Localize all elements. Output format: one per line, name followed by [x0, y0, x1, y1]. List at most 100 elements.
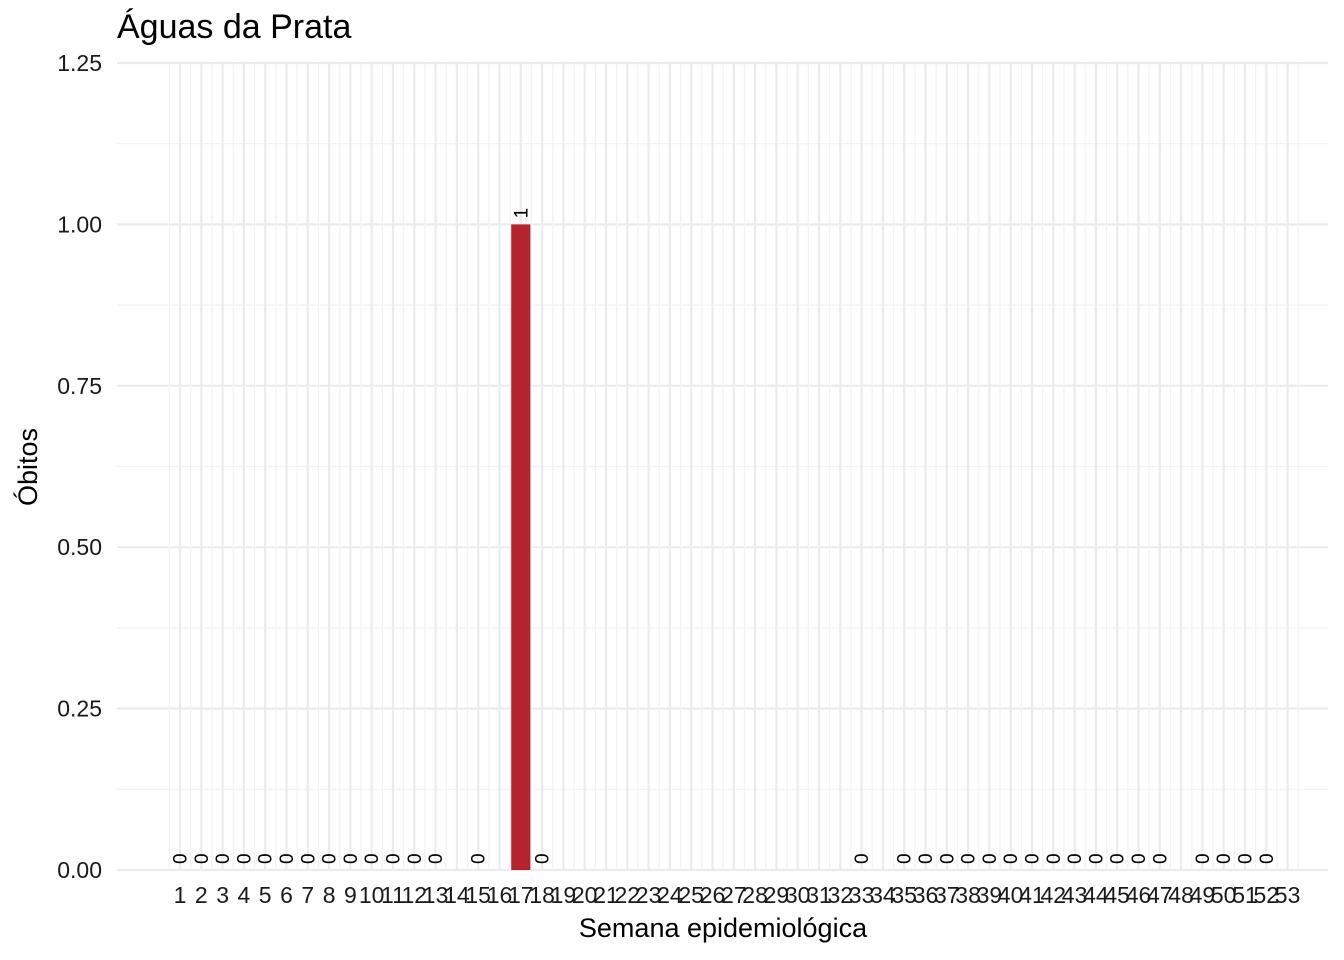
x-tick-label: 41 [1019, 882, 1045, 908]
x-tick-label: 30 [785, 882, 811, 908]
x-tick-label: 18 [529, 882, 555, 908]
data-label: 0 [234, 853, 255, 864]
bars [511, 224, 531, 870]
x-tick-label: 6 [280, 882, 293, 908]
y-tick-label: 1.00 [57, 211, 102, 237]
data-label: 0 [384, 853, 405, 864]
data-label: 0 [1257, 853, 1278, 864]
data-label: 0 [1150, 853, 1171, 864]
data-label: 0 [1214, 853, 1235, 864]
x-tick-label: 1 [174, 882, 187, 908]
x-tick-label: 38 [955, 882, 981, 908]
x-tick-label: 3 [216, 882, 229, 908]
x-tick-label: 20 [572, 882, 598, 908]
x-tick-label: 22 [615, 882, 641, 908]
x-tick-label: 26 [700, 882, 726, 908]
x-tick-label: 32 [828, 882, 854, 908]
data-label: 0 [1193, 853, 1214, 864]
x-tick-label: 25 [678, 882, 704, 908]
x-tick-label: 39 [977, 882, 1003, 908]
x-tick-label: 44 [1083, 882, 1109, 908]
x-tick-label: 27 [721, 882, 747, 908]
data-label: 0 [426, 853, 447, 864]
x-tick-label: 33 [849, 882, 875, 908]
bar [511, 224, 531, 870]
y-axis-ticks: 0.00 0.25 0.50 0.75 1.00 1.25 [57, 50, 102, 883]
x-tick-label: 46 [1126, 882, 1152, 908]
y-tick-label: 0.00 [57, 857, 102, 883]
x-tick-label: 52 [1254, 882, 1280, 908]
x-tick-label: 36 [913, 882, 939, 908]
x-tick-label: 40 [998, 882, 1024, 908]
y-tick-label: 0.75 [57, 373, 102, 399]
data-labels: 0 0 0 0 0 0 0 0 0 0 0 0 0 010 0 0 0 0 0 0 0 0 0 0 0 0 0 0 0 0 0 0 [171, 208, 1278, 864]
x-tick-label: 43 [1062, 882, 1088, 908]
data-label: 0 [1001, 853, 1022, 864]
y-tick-label: 1.25 [57, 50, 102, 76]
data-label: 0 [1086, 853, 1107, 864]
data-label: 0 [277, 853, 298, 864]
data-label: 0 [1108, 853, 1129, 864]
chart-title: Águas da Prata [117, 8, 352, 46]
x-tick-label: 8 [323, 882, 336, 908]
x-tick-label: 49 [1190, 882, 1216, 908]
x-tick-label: 28 [742, 882, 768, 908]
data-label: 0 [213, 853, 234, 864]
x-tick-label: 35 [891, 882, 917, 908]
x-tick-label: 50 [1211, 882, 1237, 908]
x-tick-label: 48 [1168, 882, 1194, 908]
x-tick-label: 12 [402, 882, 428, 908]
data-label: 0 [1044, 853, 1065, 864]
x-tick-label: 24 [657, 882, 683, 908]
x-tick-label: 10 [359, 882, 385, 908]
data-label: 0 [320, 853, 341, 864]
x-tick-label: 9 [344, 882, 357, 908]
x-tick-label: 47 [1147, 882, 1173, 908]
data-label: 0 [852, 853, 873, 864]
x-tick-label: 16 [487, 882, 513, 908]
x-tick-label: 2 [195, 882, 208, 908]
data-label: 0 [405, 853, 426, 864]
x-tick-label: 14 [444, 882, 470, 908]
data-label: 0 [1065, 853, 1086, 864]
data-label: 1 [511, 208, 532, 219]
data-label: 0 [1023, 853, 1044, 864]
data-label: 0 [171, 853, 192, 864]
x-axis-ticks: 1 2 3 4 5 6 7 8 9 1011121314151617181920212223242… [174, 882, 1301, 908]
x-tick-label: 34 [870, 882, 896, 908]
data-label: 0 [916, 853, 937, 864]
x-tick-label: 37 [934, 882, 960, 908]
x-tick-label: 23 [636, 882, 662, 908]
x-tick-label: 4 [238, 882, 251, 908]
x-tick-label: 5 [259, 882, 272, 908]
x-tick-label: 29 [764, 882, 790, 908]
x-tick-label: 42 [1041, 882, 1067, 908]
data-label: 0 [533, 853, 554, 864]
x-tick-label: 21 [593, 882, 619, 908]
x-tick-label: 7 [301, 882, 314, 908]
data-label: 0 [959, 853, 980, 864]
data-label: 0 [895, 853, 916, 864]
x-tick-label: 19 [551, 882, 577, 908]
data-label: 0 [362, 853, 383, 864]
grid-lines [117, 61, 1328, 872]
x-tick-label: 53 [1275, 882, 1301, 908]
data-label: 0 [341, 853, 362, 864]
data-label: 0 [1129, 853, 1150, 864]
data-label: 0 [298, 853, 319, 864]
data-label: 0 [1236, 853, 1257, 864]
x-tick-label: 51 [1232, 882, 1258, 908]
x-tick-label: 13 [423, 882, 449, 908]
x-tick-label: 17 [508, 882, 534, 908]
x-tick-label: 31 [806, 882, 832, 908]
x-axis-title: Semana epidemiológica [579, 913, 868, 943]
data-label: 0 [937, 853, 958, 864]
data-label: 0 [469, 853, 490, 864]
data-label: 0 [980, 853, 1001, 864]
y-tick-label: 0.25 [57, 696, 102, 722]
x-tick-label: 15 [465, 882, 491, 908]
y-tick-label: 0.50 [57, 534, 102, 560]
y-axis-title: Óbitos [12, 428, 43, 506]
data-label: 0 [256, 853, 277, 864]
